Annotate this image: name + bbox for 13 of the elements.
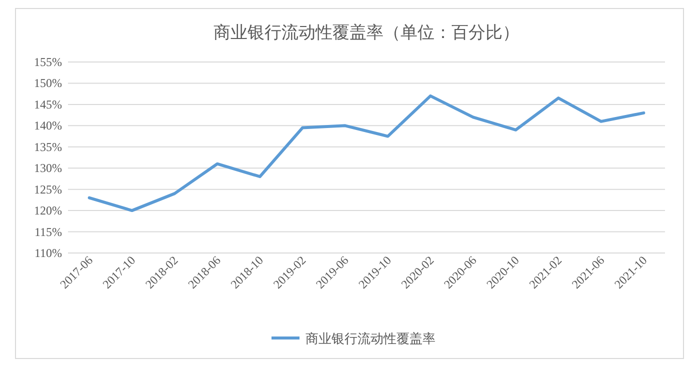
legend-label: 商业银行流动性覆盖率 [306,331,436,346]
y-tick-label: 140% [34,118,62,133]
line-series [88,94,646,212]
y-tick-label: 115% [34,224,62,239]
y-tick-label: 110% [34,246,62,260]
y-tick-label: 120% [34,204,62,218]
y-tick-label: 135% [34,140,62,154]
y-tick-label: 130% [34,161,62,176]
y-tick-label: 150% [34,76,62,90]
y-tick-label: 145% [34,97,62,112]
y-tick-label: 125% [34,182,62,196]
chart-title: 商业银行流动性覆盖率（单位：百分比） [214,23,520,42]
y-tick-label: 155% [34,55,62,69]
